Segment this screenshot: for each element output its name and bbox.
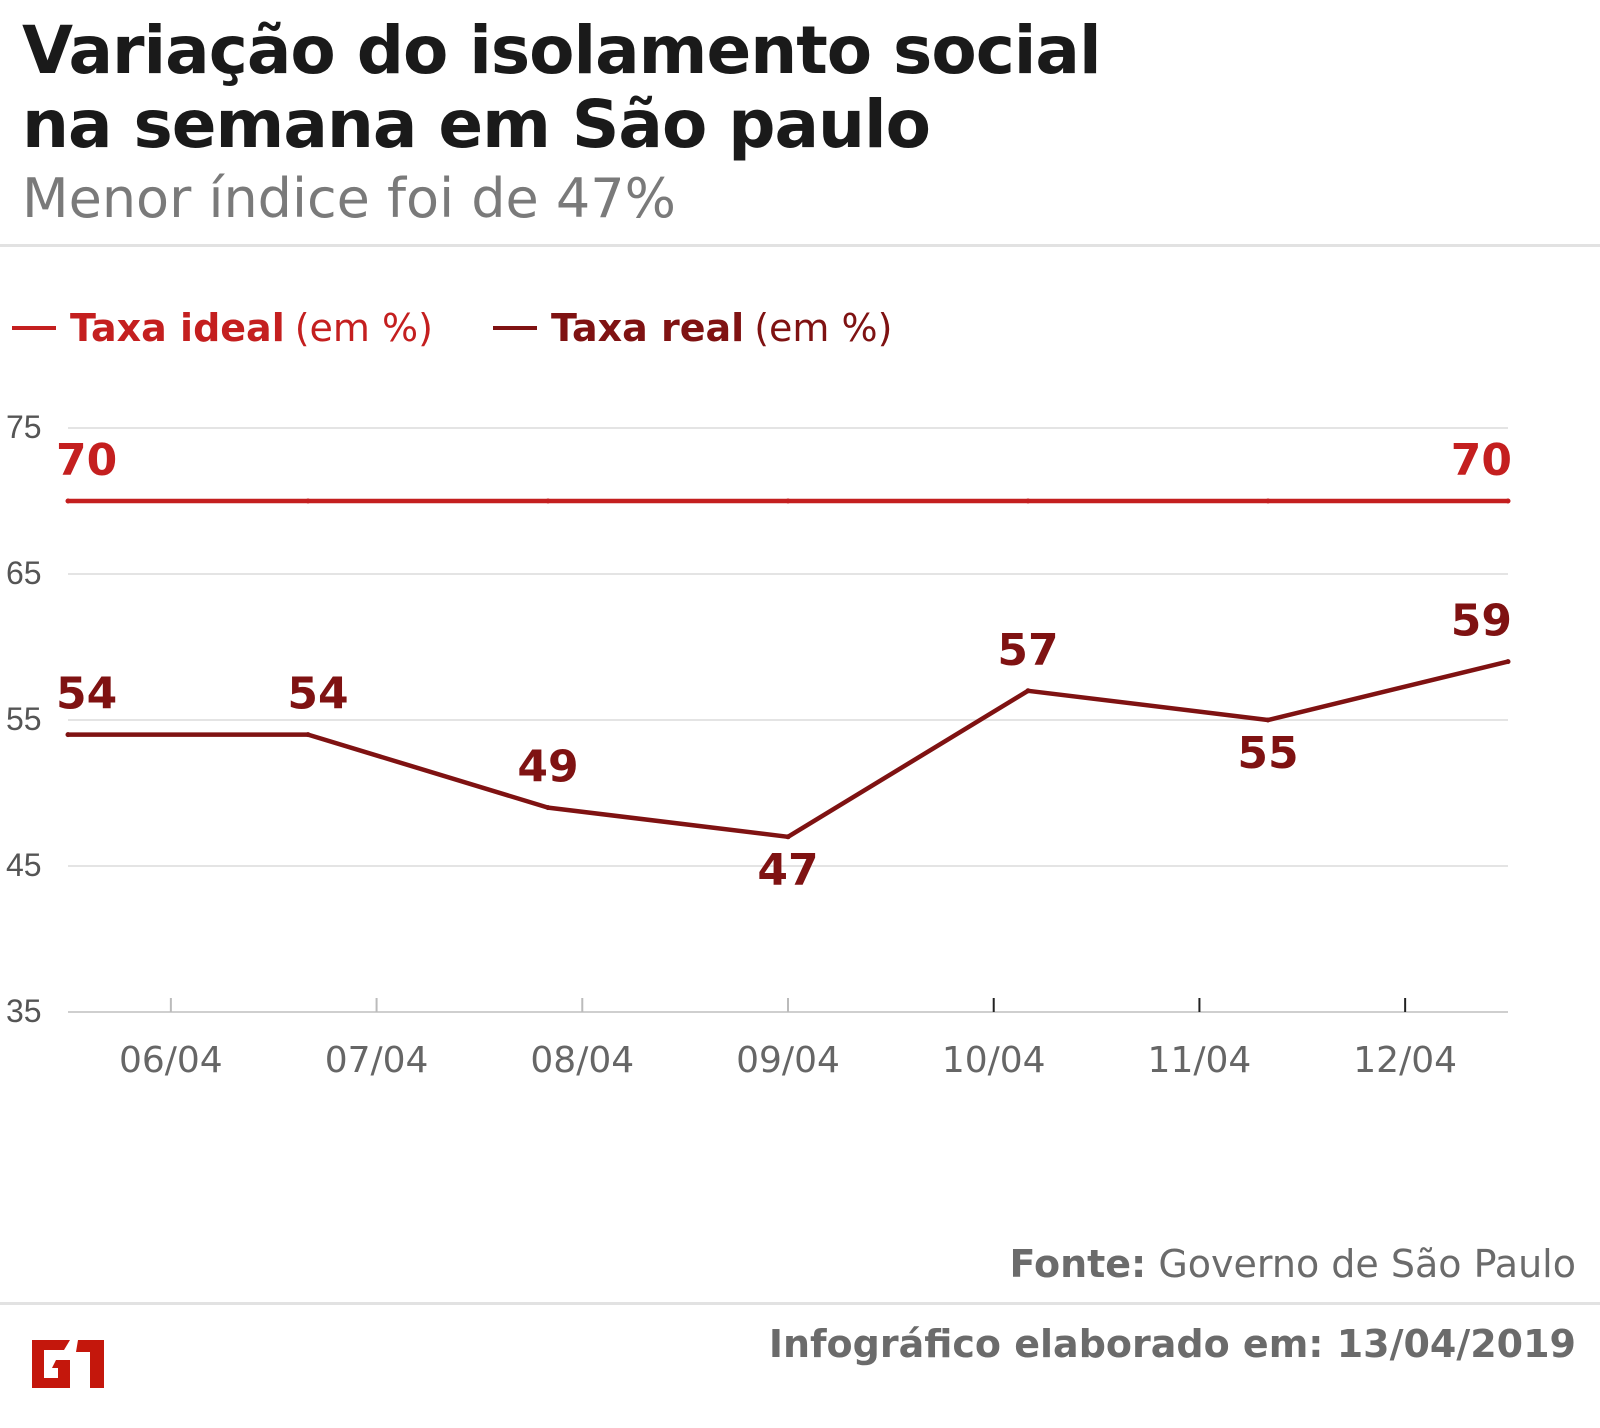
- data-point-taxa-real-12/04: [1505, 659, 1511, 665]
- legend-item-taxa-real: Taxa real (em %): [492, 306, 893, 350]
- line-chart: 35 45 55 65 75 06/04 07/04 08/04 09/04 10/04 11/04…: [6, 409, 1512, 1081]
- legend-unit-taxa-ideal: (em %): [294, 306, 433, 350]
- data-point-taxa-ideal-07/04: [305, 498, 311, 504]
- legend-item-taxa-ideal: Taxa ideal (em %): [12, 306, 433, 350]
- y-tick-label-45: 45: [6, 847, 42, 883]
- legend-label-taxa-ideal: Taxa ideal: [70, 306, 285, 350]
- data-label-taxa-real-07/04: 54: [287, 669, 348, 720]
- data-point-taxa-real-07/04: [305, 732, 311, 738]
- title-line-1: Variação do isolamento social: [22, 12, 1102, 89]
- y-tick-label-35: 35: [6, 993, 42, 1029]
- data-point-taxa-real-08/04: [545, 805, 551, 811]
- data-label-taxa-real-06/04: 54: [56, 669, 117, 720]
- data-label-taxa-real-11/04: 55: [1237, 728, 1298, 779]
- x-tick-label-07/04: 07/04: [325, 1040, 429, 1081]
- source-note: Fonte: Governo de São Paulo: [1010, 1242, 1576, 1286]
- source-value: Governo de São Paulo: [1158, 1242, 1576, 1286]
- data-label-taxa-real-10/04: 57: [997, 625, 1058, 676]
- x-tick-label-06/04: 06/04: [119, 1040, 223, 1081]
- footer-divider: [0, 1302, 1600, 1305]
- y-tick-label-65: 65: [6, 555, 42, 591]
- data-label-taxa-ideal-12/04: 70: [1451, 435, 1512, 486]
- legend-swatch-taxa-real: [492, 326, 537, 330]
- data-point-taxa-ideal-12/04: [1505, 498, 1511, 504]
- data-point-taxa-real-09/04: [785, 834, 791, 840]
- data-point-taxa-ideal-11/04: [1265, 498, 1271, 504]
- data-point-taxa-ideal-06/04: [65, 498, 71, 504]
- legend-unit-taxa-real: (em %): [754, 306, 893, 350]
- y-tick-label-55: 55: [6, 701, 42, 737]
- data-point-taxa-ideal-10/04: [1025, 498, 1031, 504]
- legend: Taxa ideal (em %) Taxa real (em %): [12, 306, 952, 350]
- x-tick-label-10/04: 10/04: [942, 1040, 1046, 1081]
- data-label-taxa-real-09/04: 47: [757, 845, 818, 896]
- data-label-taxa-real-12/04: 59: [1451, 596, 1512, 647]
- x-tick-label-11/04: 11/04: [1148, 1040, 1252, 1081]
- legend-swatch-taxa-ideal: [12, 326, 56, 330]
- credit-note: Infográfico elaborado em: 13/04/2019: [768, 1322, 1576, 1366]
- g1-logo: [32, 1340, 104, 1388]
- data-label-taxa-ideal-06/04: 70: [56, 435, 117, 486]
- data-label-taxa-real-08/04: 49: [517, 742, 578, 793]
- source-label: Fonte:: [1009, 1242, 1147, 1286]
- data-point-taxa-ideal-09/04: [785, 498, 791, 504]
- header-divider: [0, 244, 1600, 247]
- g1-logo-mark: [32, 1340, 104, 1388]
- x-tick-label-12/04: 12/04: [1353, 1040, 1457, 1081]
- title-line-2: na semana em São paulo: [22, 86, 931, 163]
- data-point-taxa-real-11/04: [1265, 717, 1271, 723]
- x-tick-label-09/04: 09/04: [736, 1040, 840, 1081]
- data-point-taxa-real-10/04: [1025, 688, 1031, 694]
- x-tick-label-08/04: 08/04: [530, 1040, 634, 1081]
- data-point-taxa-real-06/04: [65, 732, 71, 738]
- chart-subtitle: Menor índice foi de 47%: [22, 167, 676, 230]
- data-point-taxa-ideal-08/04: [545, 498, 551, 504]
- y-tick-label-75: 75: [6, 409, 42, 445]
- legend-label-taxa-real: Taxa real: [550, 306, 745, 350]
- chart-title: Variação do isolamento social na semana …: [22, 12, 1102, 163]
